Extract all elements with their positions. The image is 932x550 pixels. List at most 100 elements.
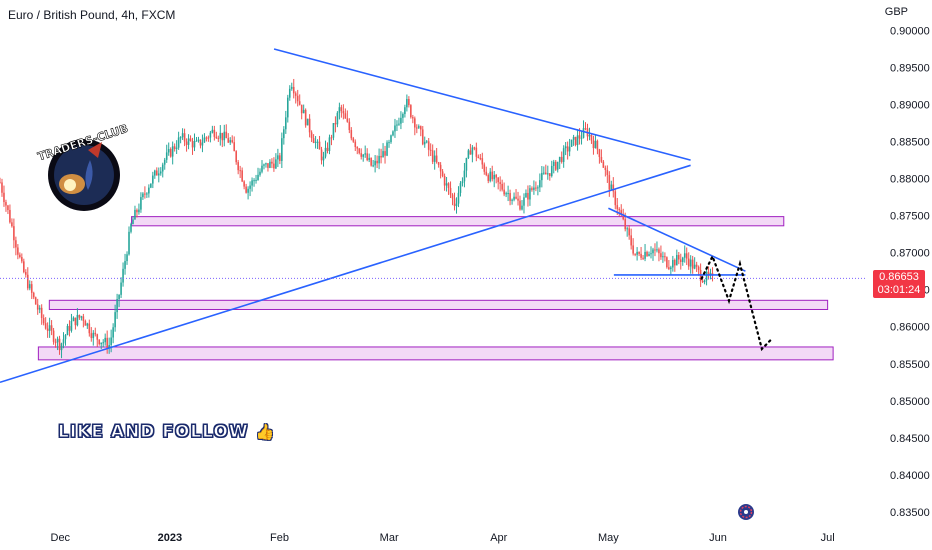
candle-body (461, 181, 464, 184)
candle-body (243, 181, 245, 187)
candle-body (122, 268, 124, 283)
candle-body (672, 259, 674, 268)
candle-body (380, 155, 382, 158)
candle-body (562, 148, 565, 162)
y-tick-label: 0.90000 (890, 26, 930, 38)
candle-body (477, 156, 480, 158)
candle-body (709, 273, 712, 275)
candle-body (648, 254, 650, 256)
circle-logo-icon[interactable] (738, 504, 754, 520)
candle-body (674, 259, 676, 266)
candle-body (406, 99, 408, 108)
candle-body (374, 160, 376, 166)
x-tick-label: Feb (270, 532, 289, 544)
candle-body (64, 335, 67, 340)
candle-body (481, 158, 484, 165)
candle-body (269, 161, 271, 168)
x-tick-label: May (598, 532, 619, 544)
last-price-tag: 0.86653 03:01:24 (873, 270, 925, 299)
candle-body (292, 86, 295, 94)
candle-body (13, 226, 15, 241)
candle-body (495, 174, 497, 178)
candle-body (582, 128, 585, 138)
candle-body (517, 198, 519, 201)
candle-body (507, 193, 509, 195)
candle-body (66, 325, 69, 336)
like-follow-label: LIKE AND FOLLOW (58, 422, 249, 443)
candle-body (294, 93, 297, 96)
candle-body (296, 95, 299, 102)
candle-body (600, 157, 603, 162)
candle-body (695, 264, 698, 267)
x-tick-label: Apr (490, 532, 507, 544)
candle-body (670, 267, 672, 270)
candle-body (362, 154, 365, 157)
lower-triangle-line (0, 164, 691, 384)
candle-body (181, 133, 184, 138)
candle-body (286, 97, 289, 118)
x-tick-label: Jul (821, 532, 835, 544)
candle-body (98, 339, 101, 345)
candle-body (429, 149, 432, 151)
candle-body (455, 203, 458, 207)
candle-body (705, 271, 708, 281)
candle-body (84, 320, 87, 326)
x-tick-label: 2023 (158, 532, 182, 544)
candle-body (632, 245, 634, 254)
candle-body (642, 257, 644, 259)
candle-body (17, 247, 19, 255)
candle-body (618, 209, 621, 211)
candle-body (155, 170, 158, 176)
trendlines-layer (0, 48, 746, 384)
candle-body (275, 159, 277, 169)
candle-body (50, 325, 53, 331)
candle-body (247, 188, 249, 193)
candle-body (328, 137, 331, 152)
traders-club-logo: TRADERS-CLUB (36, 122, 130, 211)
candle-body (578, 135, 581, 139)
candle-body (304, 109, 307, 126)
candle-body (364, 153, 366, 155)
candle-body (3, 192, 5, 203)
candle-body (217, 138, 220, 140)
candle-body (148, 187, 150, 194)
candle-body (195, 140, 198, 142)
candle-body (288, 88, 291, 98)
candle-body (34, 297, 37, 305)
candle-body (646, 251, 648, 256)
candle-body (68, 325, 71, 331)
candle-body (681, 257, 684, 263)
y-tick-label: 0.86000 (890, 322, 930, 334)
x-axis[interactable]: Dec 2023 Feb Mar Apr May Jun Jul (51, 532, 835, 544)
candle-body (144, 193, 146, 195)
candle-body (86, 323, 89, 326)
candle-body (560, 156, 563, 162)
resistance-zone (131, 216, 785, 227)
candle-body (541, 172, 543, 181)
candle-body (225, 131, 228, 139)
candle-body (229, 140, 232, 143)
candle-body (239, 170, 241, 172)
wedge-top-line (608, 207, 746, 272)
candle-body (42, 317, 45, 324)
candle-body (322, 156, 325, 161)
candle-body (314, 141, 317, 143)
bar-countdown: 03:01:24 (877, 284, 921, 297)
candle-body (687, 258, 690, 267)
candle-body (652, 249, 654, 254)
candle-body (499, 182, 501, 184)
candle-body (285, 117, 287, 130)
candle-body (489, 171, 492, 181)
candle-body (658, 249, 660, 254)
candle-body (606, 169, 609, 176)
candle-body (298, 101, 301, 105)
candle-body (509, 193, 511, 201)
candle-body (711, 273, 714, 275)
candle-body (159, 171, 162, 174)
candle-body (350, 130, 353, 139)
candle-body (207, 137, 210, 139)
candle-body (580, 137, 583, 139)
candle-body (574, 136, 577, 145)
candle-body (348, 121, 351, 131)
